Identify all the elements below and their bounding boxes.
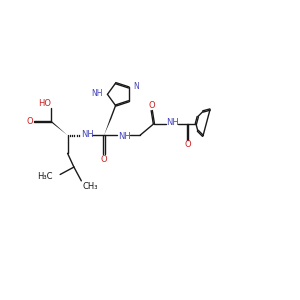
Text: NH: NH	[118, 132, 131, 141]
Text: CH₃: CH₃	[83, 182, 98, 191]
Text: O: O	[184, 140, 191, 149]
Text: N: N	[134, 82, 139, 91]
Text: NH: NH	[166, 118, 179, 127]
Text: O: O	[100, 155, 107, 164]
Text: H₃C: H₃C	[37, 172, 52, 182]
Polygon shape	[51, 121, 68, 135]
Polygon shape	[104, 119, 111, 135]
Text: O: O	[148, 101, 155, 110]
Text: HO: HO	[38, 99, 51, 108]
Text: O: O	[27, 117, 34, 126]
Text: NH: NH	[81, 130, 94, 139]
Text: NH: NH	[91, 89, 103, 98]
